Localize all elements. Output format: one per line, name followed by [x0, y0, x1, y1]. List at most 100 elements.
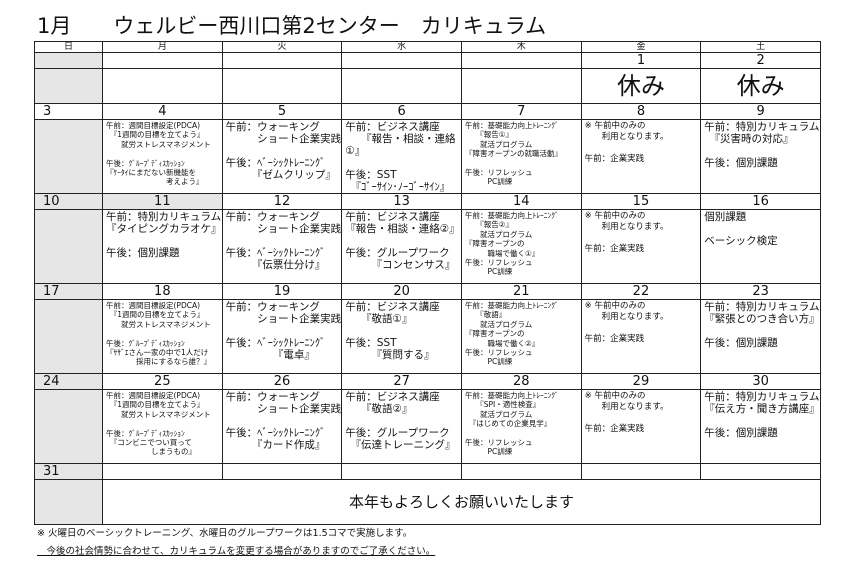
schedule-line: 午前：週間目標設定(PDCA)	[106, 121, 201, 130]
content-row: 休み 休み	[34, 68, 821, 104]
schedule-text: 午前：基礎能力向上ﾄﾚｰﾆﾝｸﾞ 『報告①』 就活プログラム 『障害オープンの就職…	[462, 121, 580, 187]
date-cell: 21	[460, 283, 582, 300]
schedule-line: 午前：企業実践	[584, 244, 645, 254]
date-cell: 26	[221, 373, 343, 390]
holiday-label: 休み	[736, 72, 785, 100]
day-cell	[34, 68, 103, 104]
day-cell: 午前：ビジネス講座 『敬語①』 午後：SST 『質問する』	[341, 299, 462, 374]
day-cell: 午前：特別カリキュラム 『伝え方・聞き方講座』 午後：個別課題	[700, 389, 821, 464]
holiday-label	[103, 70, 221, 73]
schedule-line: 午前：週間目標設定(PDCA)	[106, 301, 201, 310]
schedule-text: 午前：基礎能力向上ﾄﾚｰﾆﾝｸﾞ 『SPI・適性検査』 就活プログラム 『はじめ…	[462, 391, 580, 457]
date-cell: 16	[700, 193, 821, 210]
date-cell: 6	[341, 103, 462, 120]
day-cell: 休み	[700, 68, 821, 104]
date-cell	[221, 463, 343, 480]
schedule-line: 午前：ウォーキング	[225, 211, 320, 223]
schedule-line: 午前：企業実践	[584, 154, 645, 164]
schedule-line: 『電卓』	[225, 349, 315, 361]
date-cell: 25	[102, 373, 223, 390]
date-cell	[221, 52, 343, 69]
schedule-line: 『報告・相談・連絡	[345, 133, 456, 145]
schedule-text: 個別課題 ベーシック検定	[702, 211, 820, 247]
schedule-text: 午前：ビジネス講座 『報告・相談・連絡②』 午後：グループワーク 『コンセンサス』	[343, 211, 461, 271]
weekday-4: 木	[460, 41, 582, 53]
schedule-line	[704, 325, 818, 337]
schedule-line: ①』	[345, 145, 366, 157]
date-cell	[460, 463, 582, 480]
schedule-line	[345, 235, 459, 247]
day-cell: 午前：ウォーキング ショート企業実践 午後：ﾍﾞｰｼｯｸﾄﾚｰﾆﾝｸﾞ 『ゼムク…	[221, 119, 343, 194]
schedule-text: 午前：ウォーキング ショート企業実践 午後：ﾍﾞｰｼｯｸﾄﾚｰﾆﾝｸﾞ 『電卓』	[223, 301, 341, 361]
weekday-3: 水	[341, 41, 462, 53]
schedule-line	[106, 149, 220, 158]
schedule-text	[36, 301, 102, 302]
date-row: 10 11 12 13 14 15 16	[34, 193, 821, 210]
weekday-6: 土	[700, 41, 821, 53]
schedule-line	[345, 157, 459, 169]
day-cell	[34, 299, 103, 374]
schedule-line: 午前：特別カリキュラム	[704, 121, 820, 133]
schedule-line: ※ 午前中のみの	[584, 211, 646, 221]
date-cell: 19	[221, 283, 343, 300]
schedule-line: 『障害オープンの	[464, 329, 525, 339]
schedule-line: 午前：ビジネス講座	[345, 301, 440, 313]
holiday-label	[343, 70, 461, 73]
date-cell	[102, 463, 223, 480]
schedule-text: ※ 午前中のみの 利用となります。 午前：企業実践	[582, 211, 700, 256]
schedule-line: ベーシック検定	[704, 235, 778, 247]
date-cell: 23	[700, 283, 821, 300]
date-cell: 3	[34, 103, 103, 120]
date-cell: 27	[341, 373, 462, 390]
schedule-line: 『報告②』	[464, 220, 513, 230]
date-cell: 28	[460, 373, 582, 390]
schedule-line	[106, 235, 220, 247]
schedule-line: 『はじめての企業見学』	[464, 419, 552, 429]
day-cell: 個別課題 ベーシック検定	[700, 209, 821, 284]
day-cell: 午前：基礎能力向上ﾄﾚｰﾆﾝｸﾞ 『報告②』 就活プログラム 『障害オープンの 職…	[460, 209, 582, 284]
schedule-line: 『災害時の対応』	[704, 133, 794, 145]
date-cell: 7	[460, 103, 582, 120]
day-cell: 午前：ウォーキング ショート企業実践 午後：ﾍﾞｰｼｯｸﾄﾚｰﾆﾝｸﾞ 『伝票仕…	[221, 209, 343, 284]
message-row: 本年もよろしくお願いいたします	[34, 479, 821, 525]
schedule-line: 『報告・相談・連絡②』	[345, 223, 460, 235]
note-change-notice: 今後の社会情勢に合わせて、カリキュラムを変更する場合がありますのでご了承ください…	[37, 546, 436, 557]
schedule-line: 午後：リフレッシュ	[464, 438, 533, 448]
schedule-line: 午後：グループワーク	[345, 427, 450, 439]
schedule-line: 『敬語』	[464, 310, 507, 320]
schedule-line: 午前：ビジネス講座	[345, 391, 440, 403]
schedule-line: 就活プログラム	[464, 229, 533, 239]
schedule-text: 午前：ウォーキング ショート企業実践 午後：ﾍﾞｰｼｯｸﾄﾚｰﾆﾝｸﾞ 『ゼムク…	[223, 121, 341, 181]
day-cell: 午前：週間目標設定(PDCA) 『1週間の目標を立てよう』 就労ストレスマネジメ…	[102, 119, 223, 194]
weekday-header: 日月火水木金土	[34, 41, 821, 53]
holiday-label	[223, 70, 341, 73]
schedule-line	[704, 415, 818, 427]
schedule-text	[36, 121, 102, 122]
weekday-5: 金	[580, 41, 702, 53]
schedule-text: ※ 午前中のみの 利用となります。 午前：企業実践	[582, 121, 700, 166]
schedule-line: 午後：個別課題	[704, 337, 778, 349]
schedule-text: 午前：特別カリキュラム 『緊張とのつき合い方』 午後：個別課題	[702, 301, 819, 349]
schedule-line: 午後：SST	[345, 337, 397, 349]
day-cell	[460, 68, 582, 104]
weekday-0: 日	[34, 41, 103, 53]
note-schedule: ※ 火曜日のベーシックトレーニング、水曜日のグループワークは1.5コマで実施しま…	[37, 528, 413, 539]
date-cell: 11	[102, 193, 223, 210]
schedule-line	[226, 325, 340, 337]
schedule-text: 午前：週間目標設定(PDCA) 『1週間の目標を立てよう』 就労ストレスマネジメ…	[103, 391, 221, 457]
day-cell: 午前：基礎能力向上ﾄﾚｰﾆﾝｸﾞ 『SPI・適性検査』 就活プログラム 『はじめ…	[460, 389, 582, 464]
schedule-line: 午前：基礎能力向上ﾄﾚｰﾆﾝｸﾞ	[464, 301, 559, 310]
schedule-text: ※ 午前中のみの 利用となります。 午前：企業実践	[582, 301, 700, 346]
schedule-line: PC訓練	[464, 447, 513, 457]
schedule-line: 午前：基礎能力向上ﾄﾚｰﾆﾝｸﾞ	[464, 121, 559, 130]
schedule-line: PC訓練	[464, 177, 513, 187]
schedule-text: 午前：ウォーキング ショート企業実践 午後：ﾍﾞｰｼｯｸﾄﾚｰﾆﾝｸﾞ 『伝票仕…	[223, 211, 341, 271]
schedule-line: 『ｺﾞｰｻｲﾝ･ﾉｰｺﾞｰｻｲﾝ』	[345, 181, 451, 193]
date-cell	[102, 52, 223, 69]
schedule-line: 『敬語②』	[345, 403, 413, 415]
schedule-line: 職場で働く②』	[464, 338, 540, 348]
new-year-message: 本年もよろしくお願いいたします	[102, 479, 821, 525]
day-cell	[341, 68, 462, 104]
date-cell: 30	[700, 373, 821, 390]
